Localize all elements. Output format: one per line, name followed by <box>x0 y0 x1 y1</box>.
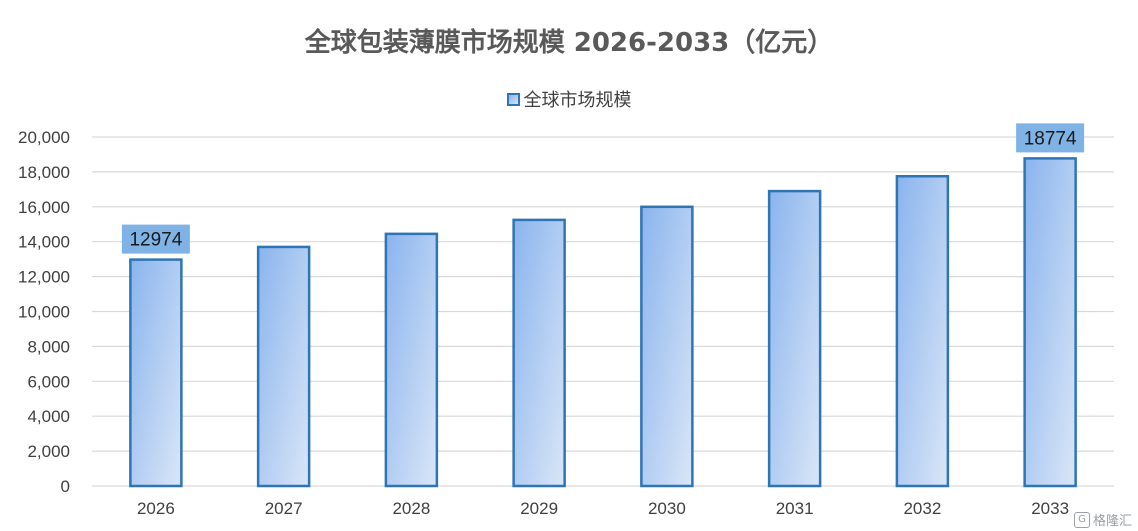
bar-2027 <box>256 245 311 488</box>
x-tick-label: 2032 <box>903 499 941 518</box>
watermark: G 格隆汇 <box>1073 510 1132 529</box>
legend-swatch <box>506 92 520 106</box>
bar-2031 <box>767 189 822 488</box>
y-tick-label: 4,000 <box>27 407 70 426</box>
x-tick-label: 2033 <box>1031 499 1069 518</box>
y-tick-label: 0 <box>61 477 70 496</box>
watermark-text: 格隆汇 <box>1092 514 1132 529</box>
data-label-box <box>121 224 190 254</box>
x-tick-label: 2030 <box>648 499 686 518</box>
bar-2028 <box>384 232 439 488</box>
bars <box>129 157 1077 488</box>
y-tick-label: 6,000 <box>27 372 70 391</box>
g-logo-icon: G <box>1073 511 1090 528</box>
legend-label: 全球市场规模 <box>523 90 632 111</box>
bar-2030 <box>640 205 694 488</box>
gridlines <box>92 136 1114 487</box>
x-tick-label: 2029 <box>520 499 558 518</box>
x-tick-label: 2031 <box>776 499 814 518</box>
y-tick-label: 2,000 <box>27 442 70 461</box>
data-label: 12974 <box>129 230 182 251</box>
x-tick-label: 2027 <box>265 499 303 518</box>
bar-2026 <box>129 258 183 488</box>
bar-2032 <box>895 175 950 488</box>
bar-2029 <box>512 218 566 488</box>
x-axis-ticks: 2026 2027 2028 2029 2030 2031 2032 2033 <box>137 499 1069 518</box>
y-tick-label: 10,000 <box>18 303 70 322</box>
bar-2033 <box>1023 157 1077 488</box>
data-label-box <box>1016 123 1085 153</box>
y-tick-label: 18,000 <box>18 163 70 182</box>
x-tick-label: 2026 <box>137 499 175 518</box>
data-labels: 12974 18774 <box>121 123 1085 254</box>
y-tick-label: 8,000 <box>27 337 70 356</box>
y-tick-label: 20,000 <box>18 128 70 147</box>
legend: 全球市场规模 <box>0 86 1138 112</box>
data-label: 18774 <box>1024 128 1077 149</box>
y-tick-label: 12,000 <box>18 268 70 287</box>
y-tick-label: 14,000 <box>18 233 70 252</box>
chart-title: 全球包装薄膜市场规模 2026-2033（亿元） <box>304 28 834 58</box>
y-tick-label: 16,000 <box>18 198 70 217</box>
y-axis-ticks: 0 2,000 4,000 6,000 8,000 10,000 12,000 14,000 1… <box>18 128 70 496</box>
x-tick-label: 2028 <box>392 499 430 518</box>
